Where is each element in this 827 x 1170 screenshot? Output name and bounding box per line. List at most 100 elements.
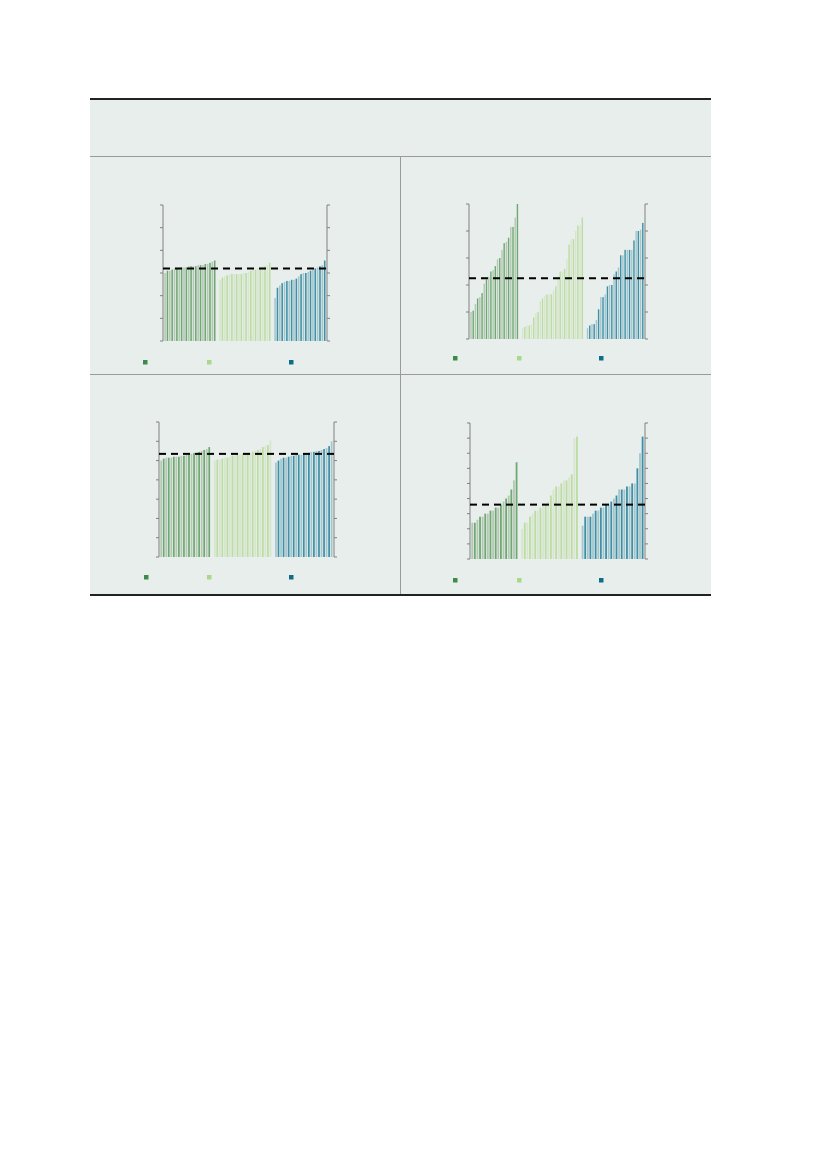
bar-group1 — [510, 226, 512, 339]
bar-group1 — [490, 271, 492, 339]
bar-group3 — [286, 280, 288, 341]
bar-group1 — [204, 263, 207, 341]
bar-group2 — [524, 326, 526, 339]
bar-group1 — [481, 293, 483, 339]
bar-group2 — [541, 298, 544, 339]
bar-group3 — [320, 449, 323, 557]
bar-group3 — [613, 274, 615, 339]
bar-group2 — [259, 449, 262, 557]
bar-group3 — [631, 249, 633, 339]
bar-group3 — [641, 436, 644, 559]
bar-group2 — [548, 294, 550, 339]
bar-group2 — [566, 259, 568, 339]
bar-group3 — [593, 324, 595, 339]
bar-group1 — [160, 460, 163, 557]
bar-group1 — [178, 268, 181, 341]
bar-group2 — [576, 436, 578, 559]
bar-group1 — [486, 513, 489, 559]
bar-group3 — [594, 510, 597, 559]
bar-group2 — [549, 495, 552, 559]
bar-group3 — [274, 297, 276, 341]
bar-group1 — [167, 457, 170, 557]
bar-group1 — [170, 457, 173, 557]
bar-group2 — [523, 522, 526, 559]
bar-group3 — [330, 441, 333, 557]
bar-group2 — [254, 450, 257, 557]
bar-group2 — [218, 459, 221, 557]
bar-group1 — [162, 458, 165, 557]
bar-group1 — [187, 266, 190, 341]
bar-group2 — [552, 489, 555, 559]
bar-group2 — [526, 522, 529, 559]
bar-group2 — [572, 239, 575, 339]
legend-swatch-group2 — [207, 575, 212, 580]
bar-group1 — [188, 454, 190, 557]
bar-group3 — [302, 453, 305, 557]
bar-group1 — [185, 267, 188, 341]
bar-group2 — [228, 274, 231, 341]
bar-group2 — [216, 459, 219, 557]
bar-group3 — [591, 324, 593, 339]
bar-group2 — [539, 301, 542, 339]
bar-group3 — [323, 449, 325, 557]
bar-group3 — [612, 498, 615, 559]
legend-swatch-group3 — [599, 578, 604, 583]
bar-group2 — [224, 457, 226, 557]
bar-group2 — [539, 507, 542, 559]
bar-group3 — [604, 294, 606, 339]
bar-group2 — [563, 268, 566, 339]
bar-group2 — [546, 294, 548, 339]
bar-group2 — [238, 274, 240, 341]
bar-group1 — [474, 303, 477, 339]
bar-group2 — [231, 455, 234, 557]
bar-group1 — [505, 498, 508, 559]
bar-group3 — [628, 486, 631, 559]
bar-group2 — [544, 295, 546, 339]
bar-group2 — [521, 328, 524, 339]
bar-group1 — [481, 516, 484, 559]
bar-group3 — [608, 285, 611, 339]
bar-group2 — [249, 452, 252, 557]
bar-group3 — [628, 249, 631, 339]
legend-swatch-group1 — [453, 356, 458, 361]
bar-group2 — [226, 457, 229, 557]
bar-group2 — [241, 453, 244, 557]
bar-group3 — [592, 513, 594, 559]
bar-group2 — [242, 273, 245, 341]
bar-group1 — [497, 507, 500, 559]
bar-group2 — [252, 269, 254, 341]
bar-group2 — [561, 271, 564, 339]
bar-group1 — [185, 454, 188, 557]
bar-group2 — [269, 440, 272, 557]
bar-group1 — [183, 455, 185, 557]
bar-group3 — [295, 278, 298, 341]
legend-swatch-group1 — [144, 575, 149, 580]
bar-group3 — [631, 483, 634, 559]
bar-group2 — [579, 225, 581, 339]
bar-group3 — [276, 287, 279, 341]
bar-group1 — [489, 510, 492, 559]
bar-group3 — [282, 457, 285, 557]
bar-group2 — [234, 455, 236, 557]
bar-group1 — [513, 480, 515, 559]
bar-group2 — [521, 528, 524, 559]
bar-group1 — [499, 258, 501, 339]
bar-group1 — [487, 276, 490, 339]
bar-group2 — [530, 324, 533, 339]
bar-group2 — [226, 275, 228, 341]
bar-group1 — [505, 241, 508, 339]
bar-group2 — [531, 513, 534, 559]
bar-group1 — [203, 449, 206, 557]
bar-group2 — [542, 504, 544, 559]
bar-group1 — [198, 451, 200, 557]
bar-group3 — [312, 269, 314, 341]
bar-group2 — [221, 458, 224, 557]
bar-group2 — [565, 480, 568, 559]
bar-group2 — [254, 269, 257, 341]
bar-group3 — [280, 458, 282, 557]
bar-group3 — [602, 297, 604, 339]
bar-group3 — [290, 279, 293, 341]
bar-group2 — [250, 270, 252, 341]
bar-group3 — [586, 328, 589, 339]
bar-group2 — [264, 446, 267, 557]
